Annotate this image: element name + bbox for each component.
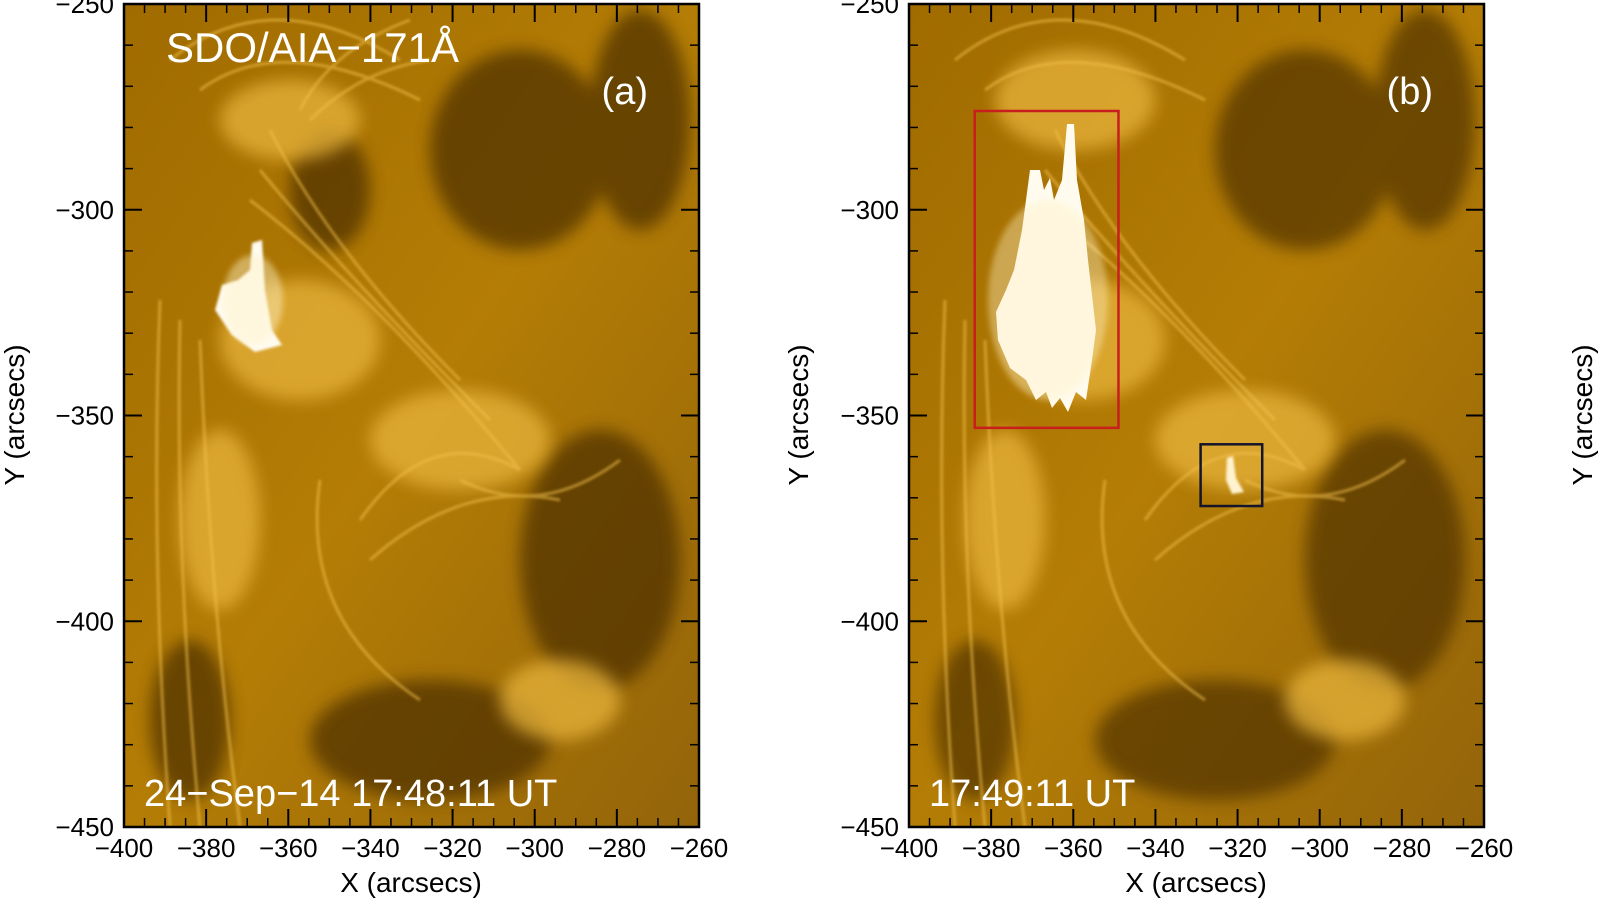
x-tick-label: −360 xyxy=(259,833,318,863)
black-region-box xyxy=(1199,443,1264,508)
y-tick-label: −250 xyxy=(840,0,899,19)
x-tick-label: −300 xyxy=(1290,833,1349,863)
region-boxes-b xyxy=(973,109,1264,508)
y-tick-label: −300 xyxy=(55,195,114,225)
brightening-b xyxy=(1226,456,1244,494)
y-axis-label-b: Y (arcsecs) xyxy=(783,344,814,485)
x-tick-label: −400 xyxy=(95,833,154,863)
ticks-b: −400 −380 −360 −340 −320 −300 −280 −260−450−400… xyxy=(840,0,1513,863)
ticks-a: −400 −380 −360 −340 −320 −300 −280 −260−450−400… xyxy=(55,0,728,863)
y-tick-label: −450 xyxy=(840,812,899,842)
panel-b: (b) 17:49:11 UT −400 −380 −360 −340 −320 −300… xyxy=(783,0,1513,898)
timestamp-b: 17:49:11 UT xyxy=(929,773,1135,815)
x-tick-label: −340 xyxy=(1126,833,1185,863)
x-tick-label: −400 xyxy=(880,833,939,863)
flare-kernel-a xyxy=(215,240,283,352)
solar-image-a xyxy=(124,4,699,827)
x-tick-label: −380 xyxy=(962,833,1021,863)
x-tick-label: −260 xyxy=(670,833,729,863)
y-axis-label-a: Y (arcsecs) xyxy=(0,344,30,485)
x-tick-label: −260 xyxy=(1455,833,1514,863)
y-tick-label: −400 xyxy=(840,606,899,636)
timestamp-a: 24−Sep−14 17:48:11 UT xyxy=(144,773,557,815)
x-axis-label-b: X (arcsecs) xyxy=(1125,867,1267,898)
y-tick-label: −400 xyxy=(55,606,114,636)
x-tick-label: −360 xyxy=(1044,833,1103,863)
solar-image-b xyxy=(909,4,1484,827)
y-tick-label: −350 xyxy=(840,401,899,431)
x-tick-label: −300 xyxy=(505,833,564,863)
x-tick-label: −380 xyxy=(177,833,236,863)
y-tick-label: −300 xyxy=(840,195,899,225)
instrument-label: SDO/AIA−171Å xyxy=(166,24,459,71)
flare-saturation-b xyxy=(988,124,1108,412)
x-tick-label: −340 xyxy=(341,833,400,863)
x-tick-label: −280 xyxy=(588,833,647,863)
panel-label-b: (b) xyxy=(1387,71,1433,113)
x-tick-label: −320 xyxy=(1208,833,1267,863)
red-region-box xyxy=(973,109,1120,430)
x-tick-label: −280 xyxy=(1373,833,1432,863)
panel-label-a: (a) xyxy=(602,71,648,113)
y-tick-label: −250 xyxy=(55,0,114,19)
y-axis-label-c: Y (arcsecs) xyxy=(1567,344,1598,485)
y-tick-label: −350 xyxy=(55,401,114,431)
y-tick-label: −450 xyxy=(55,812,114,842)
x-axis-label-a: X (arcsecs) xyxy=(340,867,482,898)
x-tick-label: −320 xyxy=(423,833,482,863)
panel-a: SDO/AIA−171Å (a) 24−Sep−14 17:48:11 UT −… xyxy=(0,0,728,898)
